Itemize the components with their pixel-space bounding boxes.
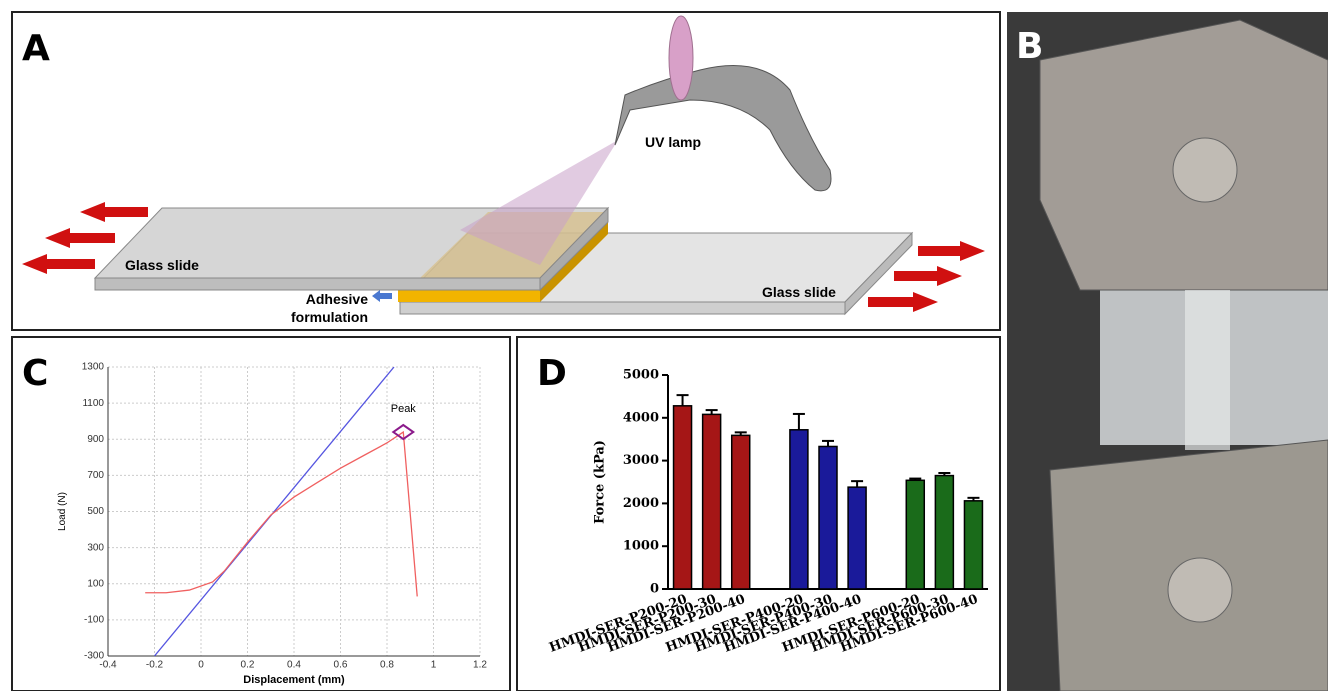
adhesive-label: Adhesive bbox=[306, 291, 368, 307]
x-axis-label: Displacement (mm) bbox=[243, 674, 345, 686]
x-tick-label: 0.4 bbox=[287, 660, 301, 671]
bar bbox=[964, 501, 982, 589]
bottom-slide-edge bbox=[400, 302, 845, 314]
x-tick-label: 0.8 bbox=[380, 660, 394, 671]
y-tick-label: 5000 bbox=[623, 368, 659, 383]
bar bbox=[703, 414, 721, 589]
y-tick-label: 300 bbox=[87, 542, 104, 553]
slide-label: Glass slide bbox=[762, 284, 836, 300]
top-slide-edge bbox=[95, 278, 540, 290]
y-tick-label: 3000 bbox=[623, 453, 659, 468]
panel-label: A bbox=[22, 28, 50, 69]
annotation: Peak bbox=[391, 403, 417, 415]
bar bbox=[935, 476, 953, 589]
y-tick-label: 1300 bbox=[82, 362, 105, 373]
bar bbox=[674, 406, 692, 589]
adhesive-label: formulation bbox=[291, 309, 368, 325]
bar bbox=[732, 435, 750, 589]
panel-label: C bbox=[22, 353, 48, 394]
y-tick-label: 100 bbox=[87, 578, 104, 589]
y-tick-label: 700 bbox=[87, 470, 104, 481]
bar bbox=[790, 430, 808, 589]
x-tick-label: 0 bbox=[198, 660, 204, 671]
x-tick-label: 1.2 bbox=[473, 660, 487, 671]
adhesive bbox=[398, 290, 540, 302]
slide-label: Glass slide bbox=[125, 257, 199, 273]
y-tick-label: 1100 bbox=[82, 398, 104, 409]
specimen bbox=[1185, 290, 1230, 450]
x-tick-label: -0.2 bbox=[146, 660, 164, 671]
lamp-filter bbox=[669, 16, 693, 100]
lamp-label: UV lamp bbox=[645, 134, 701, 150]
y-tick-label: 500 bbox=[87, 506, 104, 517]
x-tick-label: -0.4 bbox=[99, 660, 117, 671]
panel-label: B bbox=[1016, 26, 1043, 67]
y-tick-label: 900 bbox=[87, 434, 104, 445]
x-tick-label: 0.2 bbox=[241, 660, 255, 671]
bar bbox=[848, 487, 866, 589]
figure: A UV lamp Glass slide Glass slide Adhesi… bbox=[0, 0, 1328, 691]
x-tick-label: 1 bbox=[431, 660, 437, 671]
y-tick-label: -100 bbox=[84, 615, 104, 626]
panel-label: D bbox=[537, 353, 567, 394]
y-tick-label: 0 bbox=[650, 582, 659, 597]
bar bbox=[906, 480, 924, 589]
bolt bbox=[1168, 558, 1232, 622]
y-axis-label: Load (N) bbox=[57, 492, 68, 531]
bar bbox=[819, 446, 837, 589]
y-tick-label: 4000 bbox=[623, 410, 659, 425]
bolt bbox=[1173, 138, 1237, 202]
x-tick-label: 0.6 bbox=[334, 660, 348, 671]
y-tick-label: 2000 bbox=[623, 496, 659, 511]
y-tick-label: 1000 bbox=[623, 539, 659, 554]
y-axis-label: Force (kPa) bbox=[593, 440, 608, 524]
